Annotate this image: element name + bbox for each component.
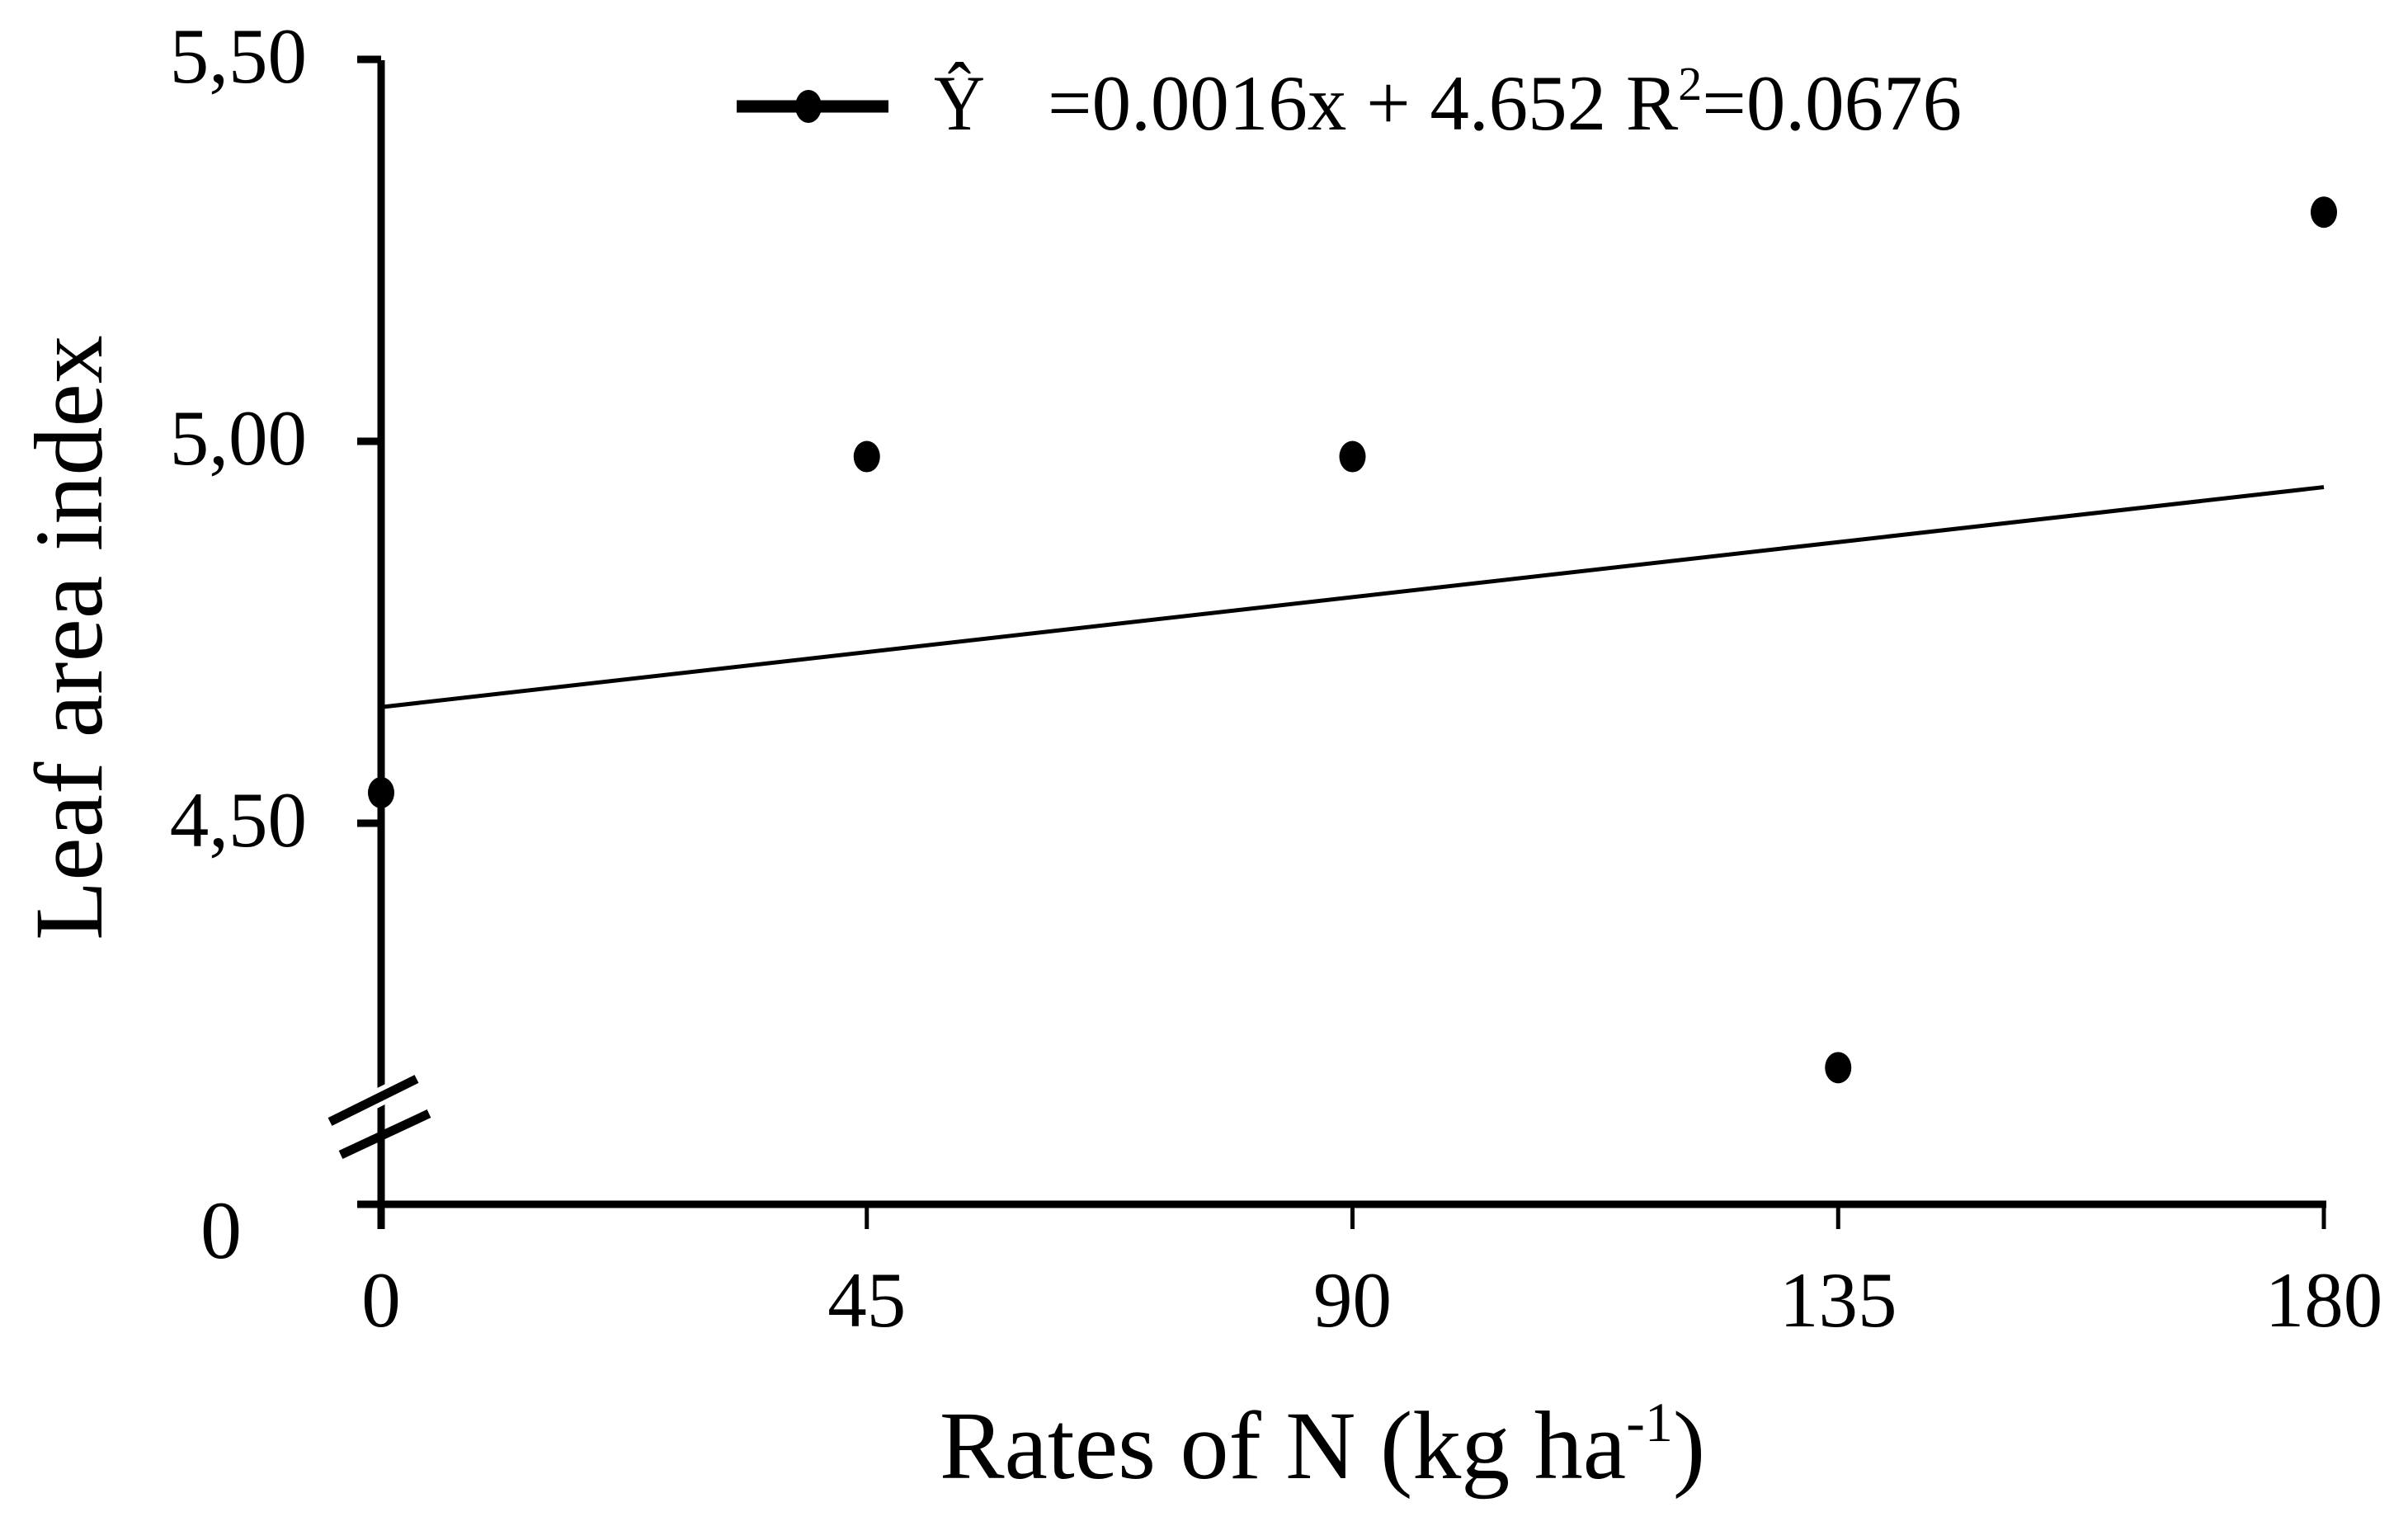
y-axis: 4,50 5,00 5,50 0 [170, 12, 431, 1276]
legend-equation-text: =0.0016x + 4.652 R [1048, 59, 1679, 147]
x-axis-title: Rates of N (kg ha-1) [940, 1391, 1705, 1500]
x-tick-label: 135 [1779, 1256, 1897, 1344]
y-tick-label: 5,00 [170, 394, 307, 482]
data-point [368, 776, 394, 808]
y-tick-label: 5,50 [170, 12, 307, 100]
legend-r2-superscript: 2 [1678, 57, 1702, 111]
x-tick-label: 90 [1313, 1256, 1392, 1344]
data-point [1825, 1052, 1852, 1084]
x-axis-title-close: ) [1673, 1392, 1705, 1500]
legend-symbol: Ŷ [934, 59, 985, 147]
data-point [853, 440, 880, 473]
legend-r2-value: =0.0676 [1702, 59, 1962, 147]
x-tick-label: 180 [2265, 1256, 2383, 1344]
legend-marker-icon [795, 90, 822, 123]
y-axis-title: Leaf area index [15, 335, 123, 940]
x-tick-label: 0 [361, 1256, 401, 1344]
x-tick-label: 45 [827, 1256, 906, 1344]
legend-equation: =0.0016x + 4.652 R2=0.0676 [1048, 57, 1962, 147]
x-axis: 0 45 90 135 180 [361, 1200, 2383, 1344]
data-point [1339, 440, 1366, 473]
regression-line [380, 485, 2325, 709]
y-break-label: 0 [200, 1185, 242, 1276]
data-point [2311, 196, 2337, 228]
data-points [368, 196, 2337, 1084]
x-axis-title-text: Rates of N (kg ha [940, 1392, 1626, 1500]
x-axis-title-superscript: -1 [1626, 1391, 1673, 1453]
y-tick-label: 4,50 [170, 776, 307, 864]
legend: Ŷ =0.0016x + 4.652 R2=0.0676 [737, 57, 1962, 147]
axis-break-icon [326, 1069, 431, 1159]
